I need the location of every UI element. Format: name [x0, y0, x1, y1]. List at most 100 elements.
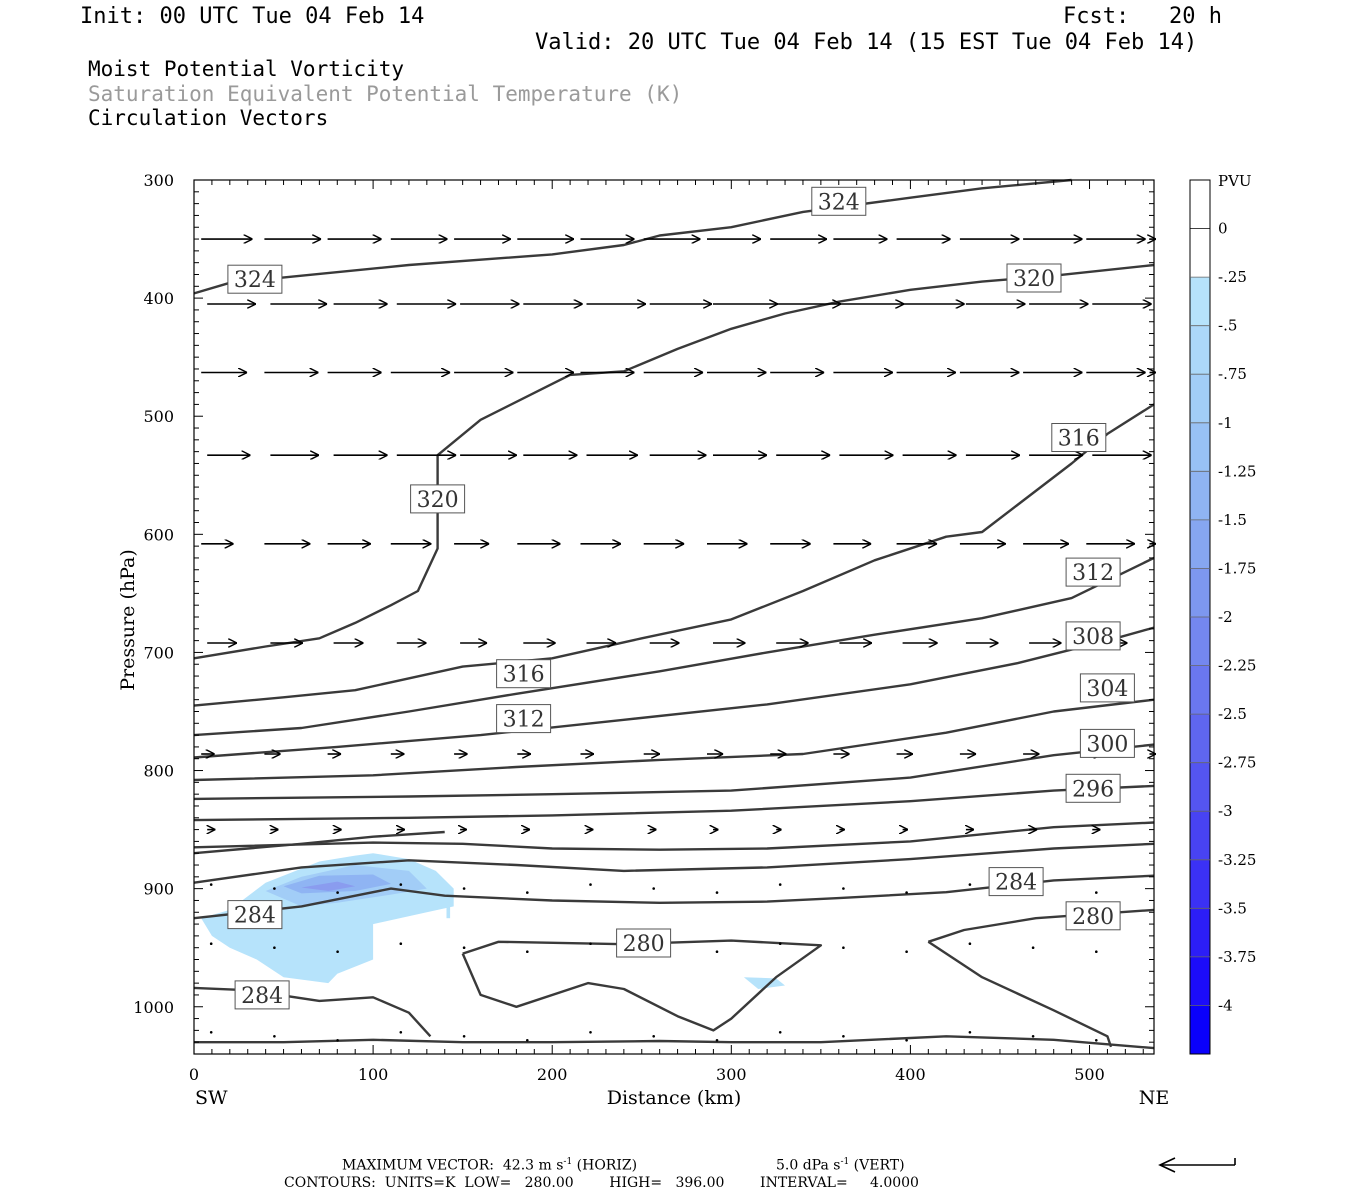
circulation-vector-dot	[968, 883, 972, 886]
contour-label-box	[234, 980, 290, 1010]
circulation-vector-dot	[273, 887, 276, 890]
contour-label-box	[496, 704, 552, 734]
circulation-vector-dot	[273, 946, 276, 949]
circulation-vector-dot	[778, 942, 782, 945]
circulation-vector-dot	[842, 1035, 845, 1038]
circulation-vector-dot	[968, 942, 972, 945]
contour-label-box	[227, 900, 283, 930]
colorbar-label: -3.25	[1218, 851, 1256, 869]
y-axis-label: Pressure (hPa)	[117, 549, 139, 691]
contour-296-7	[193, 743, 1155, 801]
circulation-vector-dot	[399, 883, 403, 886]
colorbar-swatch	[1190, 228, 1210, 278]
circulation-vector-dot	[273, 1035, 276, 1038]
colorbar-label: -1.25	[1218, 462, 1256, 480]
contour-label: 300	[1086, 732, 1128, 757]
contour-label: 304	[1086, 677, 1128, 702]
colorbar-label: -3.5	[1218, 899, 1247, 917]
circulation-vector-dot	[1031, 946, 1035, 949]
colorbar-label: -.5	[1218, 317, 1237, 335]
x-tick-label: 0	[189, 1065, 199, 1084]
reference-vector-arrow	[1158, 1157, 1236, 1173]
y-tick-label: 500	[143, 407, 174, 426]
circulation-vector-dot	[462, 1035, 466, 1038]
colorbar-swatch	[1190, 665, 1210, 715]
circulation-vector-dot	[526, 950, 529, 953]
contour-300-6	[193, 698, 1155, 782]
contours-note: CONTOURS: UNITS=K LOW= 280.00 HIGH= 396.…	[284, 1175, 919, 1191]
contour-label-box	[1079, 728, 1135, 758]
contour-label-box	[496, 659, 552, 689]
circulation-vector-dot	[209, 942, 213, 945]
circulation-vector-dot	[905, 950, 908, 953]
circulation-vector-dot	[399, 942, 403, 945]
circulation-vector-dot	[1031, 1035, 1035, 1038]
colorbar-label: -2.75	[1218, 754, 1256, 772]
colorbar-label: -2	[1218, 608, 1233, 626]
max-vector-note: MAXIMUM VECTOR: 42.3 m s-1 (HORIZ)	[342, 1157, 638, 1174]
circulation-vector-dot	[1095, 1039, 1098, 1042]
colorbar-swatch	[1190, 956, 1210, 1006]
contour-label-box	[1006, 263, 1062, 293]
circulation-vector-dot	[589, 883, 592, 886]
pv-shading-5	[446, 902, 451, 919]
contour-284-15	[193, 986, 432, 1038]
circulation-vector-dot	[778, 883, 782, 886]
contour-label-box	[811, 186, 867, 216]
contour-308-4	[193, 556, 1155, 737]
contour-label: 296	[1072, 777, 1114, 802]
colorbar-label: -2.25	[1218, 657, 1256, 675]
circulation-vector-dot	[842, 946, 845, 949]
contour-288-9	[193, 821, 1155, 851]
contour-324-0	[193, 178, 1072, 295]
contour-284-16	[194, 1035, 1155, 1050]
circulation-vector-dot	[905, 891, 908, 894]
colorbar-label: -3	[1218, 802, 1233, 820]
colorbar-swatch	[1190, 617, 1210, 667]
y-tick-label: 300	[143, 171, 174, 190]
colorbar-label: -2.5	[1218, 705, 1247, 723]
colorbar-swatch	[1190, 471, 1210, 521]
circulation-vector-dot	[399, 1031, 403, 1034]
circulation-vector-dot	[1095, 891, 1098, 894]
colorbar-swatch	[1190, 180, 1210, 230]
circulation-vector-dot	[462, 887, 466, 890]
contour-320-1	[193, 263, 1155, 660]
circulation-vector-dot	[652, 1035, 655, 1038]
colorbar-swatch	[1190, 374, 1210, 424]
circulation-vector-dot	[905, 1039, 908, 1042]
x-right-label: NE	[1139, 1087, 1170, 1109]
x-left-label: SW	[195, 1087, 228, 1109]
circulation-vector-dot	[589, 1031, 592, 1034]
contour-label-box	[227, 264, 283, 294]
contour-label: 284	[995, 871, 1037, 896]
colorbar-swatch	[1190, 811, 1210, 861]
pv-shading-3	[301, 881, 356, 891]
colorbar-swatch	[1190, 277, 1210, 327]
contour-label-box	[1065, 621, 1121, 651]
contour-label: 324	[234, 268, 276, 293]
y-tick-label: 1000	[133, 998, 174, 1017]
colorbar-label: -3.75	[1218, 948, 1256, 966]
y-tick-label: 600	[143, 525, 174, 544]
circulation-vector-dot	[526, 1039, 529, 1042]
x-axis-label: Distance (km)	[607, 1087, 742, 1109]
contour-label: 316	[1058, 427, 1100, 452]
circulation-vector-dot	[209, 1031, 213, 1034]
contour-label-box	[1065, 773, 1121, 803]
circulation-vector-dot	[589, 942, 592, 945]
init-time: Init: 00 UTC Tue 04 Feb 14	[80, 4, 425, 29]
title-line-2: Saturation Equivalent Potential Temperat…	[88, 82, 683, 106]
colorbar-swatch	[1190, 714, 1210, 764]
contour-label-box	[410, 484, 466, 514]
contour-label-box	[988, 867, 1044, 897]
circulation-vector-dot	[652, 887, 655, 890]
contour-label-box	[1065, 901, 1121, 931]
circulation-vector-dot	[336, 891, 339, 894]
circulation-vector-dot	[336, 1039, 339, 1042]
colorbar-swatch	[1190, 325, 1210, 375]
circulation-vector-dot	[715, 950, 719, 953]
contour-292-8	[193, 784, 1155, 822]
circulation-vector-dot	[968, 1031, 972, 1034]
pv-shading-4	[743, 977, 785, 989]
